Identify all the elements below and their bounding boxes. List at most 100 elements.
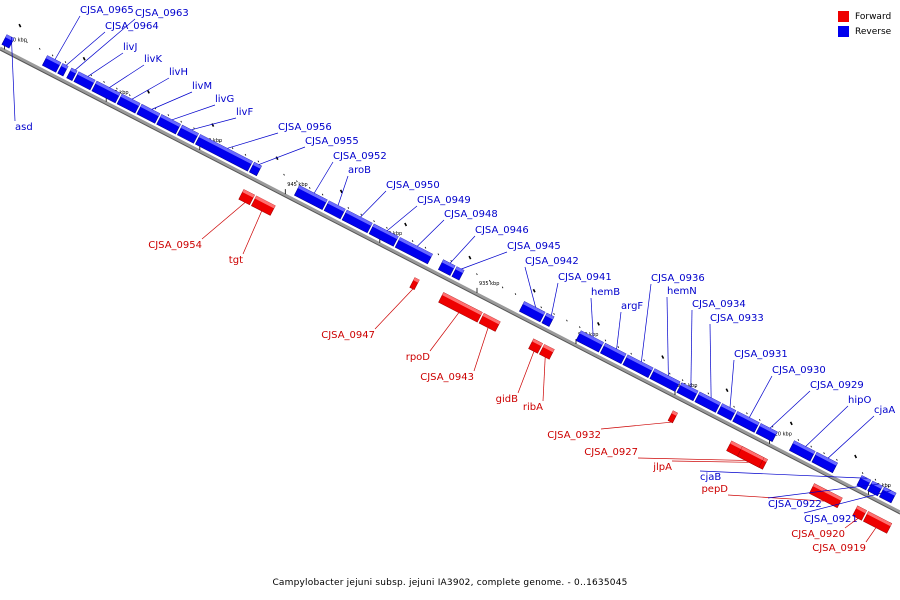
scale-mark xyxy=(283,173,285,176)
scale-mark xyxy=(810,445,812,448)
gene-highlight xyxy=(815,452,838,466)
gene-label: argF xyxy=(621,301,643,312)
scale-mark xyxy=(661,355,665,359)
gene-highlight xyxy=(120,94,141,107)
gene-leader xyxy=(671,460,750,463)
gene-leader xyxy=(242,210,263,255)
scale-mark xyxy=(630,352,632,355)
gene-leader xyxy=(11,36,16,122)
scale-mark xyxy=(489,279,491,282)
gene-label: CJSA_0930 xyxy=(772,365,826,376)
legend-swatch-forward xyxy=(838,11,849,22)
gene-label: CJSA_0949 xyxy=(417,195,471,206)
gene-label: pepD xyxy=(701,484,728,495)
gene-label: CJSA_0950 xyxy=(386,180,440,191)
gene-label: cjaA xyxy=(874,405,895,416)
scale-mark xyxy=(347,206,350,209)
scale-mark xyxy=(566,319,568,322)
gene-highlight xyxy=(455,266,465,274)
scale-mark xyxy=(501,286,504,289)
gene-highlight xyxy=(522,301,546,315)
gene-block xyxy=(541,312,555,327)
scale-mark xyxy=(147,90,150,94)
gene-block xyxy=(852,505,867,521)
gene-highlight xyxy=(792,440,816,455)
legend: Forward Reverse xyxy=(838,9,891,39)
gene-label: CJSA_0943 xyxy=(420,372,474,383)
gene-highlight xyxy=(255,195,276,209)
gene-block xyxy=(368,223,399,247)
gene-leader xyxy=(360,190,387,218)
gene-leader xyxy=(827,415,875,459)
gene-highlight xyxy=(77,71,96,83)
gene-block xyxy=(863,511,893,534)
gene-highlight xyxy=(545,313,555,320)
gene-leader xyxy=(461,251,508,270)
gene-rect xyxy=(863,511,893,534)
gene-leader xyxy=(769,390,811,429)
gene-label: aroB xyxy=(348,165,371,176)
gene-label: CJSA_0920 xyxy=(791,529,845,540)
gene-highlight xyxy=(626,354,654,371)
scale-mark xyxy=(874,478,877,481)
gene-block xyxy=(755,423,778,442)
gene-highlight xyxy=(252,162,262,169)
gene-block xyxy=(438,292,483,323)
gene-highlight xyxy=(198,134,253,165)
gene-leader xyxy=(75,18,136,71)
gene-label: CJSA_0963 xyxy=(135,8,189,19)
scale-mark xyxy=(411,240,414,242)
gene-block xyxy=(176,124,199,144)
gene-highlight xyxy=(741,446,765,461)
scale-mark xyxy=(746,412,748,415)
gene-block xyxy=(737,446,765,468)
axis-line xyxy=(0,46,900,514)
gene-leader xyxy=(637,457,746,461)
gene-block xyxy=(136,103,161,124)
scale-mark xyxy=(26,41,28,44)
gene-label: CJSA_0922 xyxy=(768,499,822,510)
gene-label: cjaB xyxy=(700,472,721,483)
scale-mark xyxy=(797,438,800,441)
gene-label: CJSA_0954 xyxy=(148,240,202,251)
gene-leader xyxy=(449,235,476,264)
scale-mark xyxy=(51,54,54,57)
gene-highlight xyxy=(5,34,15,42)
gene-label: livJ xyxy=(123,42,137,53)
legend-label-forward: Forward xyxy=(855,11,892,22)
gene-label: livH xyxy=(169,67,188,78)
gene-label: ribA xyxy=(523,402,543,413)
gene-block xyxy=(478,312,501,332)
scale-mark xyxy=(424,246,427,249)
scale-mark xyxy=(296,180,298,183)
gene-rect xyxy=(251,195,276,216)
gene-leader xyxy=(517,351,535,394)
gene-highlight xyxy=(345,210,373,226)
gene-leader xyxy=(699,470,868,479)
gene-label: jlpA xyxy=(652,462,672,473)
gene-label: CJSA_0931 xyxy=(734,349,788,360)
gene-label: CJSA_0964 xyxy=(105,21,159,32)
scale-mark xyxy=(540,306,542,309)
gene-rect xyxy=(293,185,328,210)
gene-label: CJSA_0941 xyxy=(558,272,612,283)
gene-leader xyxy=(709,323,712,398)
gene-highlight xyxy=(720,403,736,414)
gene-rect xyxy=(136,103,161,124)
gene-label: CJSA_0948 xyxy=(444,209,498,220)
gene-label: CJSA_0919 xyxy=(812,543,866,554)
scale-mark xyxy=(231,147,234,150)
gene-rect xyxy=(737,446,765,468)
scale-mark xyxy=(219,140,221,143)
gene-highlight xyxy=(297,185,328,203)
scale-mark xyxy=(167,114,170,117)
gene-leader xyxy=(666,296,669,376)
scale-mark xyxy=(129,94,131,97)
gene-leader xyxy=(551,282,559,316)
scale-mark xyxy=(404,222,408,227)
gene-block xyxy=(194,134,253,172)
gene-block xyxy=(238,189,255,206)
scale-mark xyxy=(468,255,472,260)
scale-mark xyxy=(733,405,735,408)
